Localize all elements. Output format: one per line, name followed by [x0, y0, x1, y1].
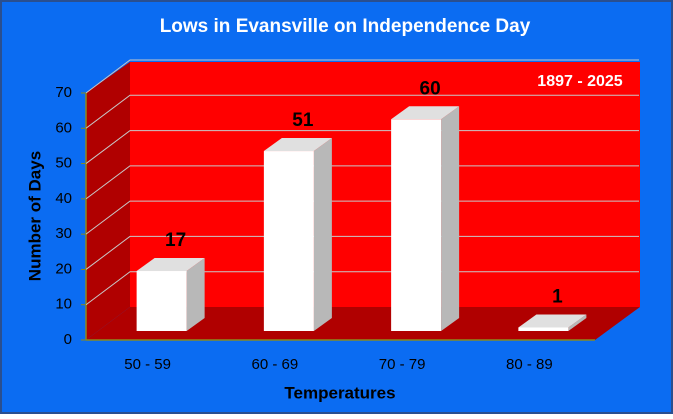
- floor: [86, 307, 640, 340]
- value-label: 17: [165, 230, 186, 251]
- x-tick-label: 60 - 69: [252, 356, 299, 373]
- grid-line: [85, 130, 639, 164]
- bar: [518, 327, 569, 331]
- y-tick-label: 10: [55, 296, 72, 313]
- y-axis-title: Number of Days: [25, 151, 44, 281]
- side-wall: [86, 62, 130, 340]
- y-tick-label: 50: [55, 155, 72, 172]
- y-tick-label: 70: [55, 84, 72, 101]
- grid-line: [85, 271, 639, 306]
- bar-top: [518, 314, 587, 328]
- grid-line: [85, 235, 639, 270]
- grid-line: [85, 165, 639, 200]
- y-tick-label: 20: [55, 260, 72, 277]
- x-axis-title: Temperatures: [284, 383, 395, 402]
- bar: [136, 271, 187, 331]
- y-tick-label: 30: [55, 225, 72, 242]
- grid-line: [85, 200, 639, 235]
- chart-title: Lows in Evansville on Independence Day: [160, 16, 531, 37]
- value-label: 60: [420, 78, 441, 99]
- bar-side: [186, 258, 205, 331]
- bar-top: [391, 106, 460, 120]
- bar: [391, 119, 442, 332]
- y-tick-label: 60: [55, 119, 72, 136]
- value-label: 51: [292, 110, 314, 131]
- y-tick-label: 0: [64, 331, 72, 348]
- annotation: 1897 - 2025: [537, 73, 623, 90]
- grid-line: [85, 94, 639, 129]
- bar-side: [568, 314, 587, 331]
- value-label: 1: [552, 286, 563, 307]
- y-tick-label: 40: [55, 190, 72, 207]
- x-tick-label: 70 - 79: [379, 356, 426, 373]
- x-tick-label: 80 - 89: [506, 356, 553, 373]
- bar-top: [136, 258, 205, 272]
- x-tick-label: 50 - 59: [124, 356, 171, 373]
- bar: [263, 151, 314, 331]
- back-wall: [130, 62, 640, 307]
- bar-side: [313, 138, 332, 331]
- bar-top: [263, 138, 332, 152]
- grid-line: [85, 59, 639, 94]
- bar-side: [441, 106, 460, 332]
